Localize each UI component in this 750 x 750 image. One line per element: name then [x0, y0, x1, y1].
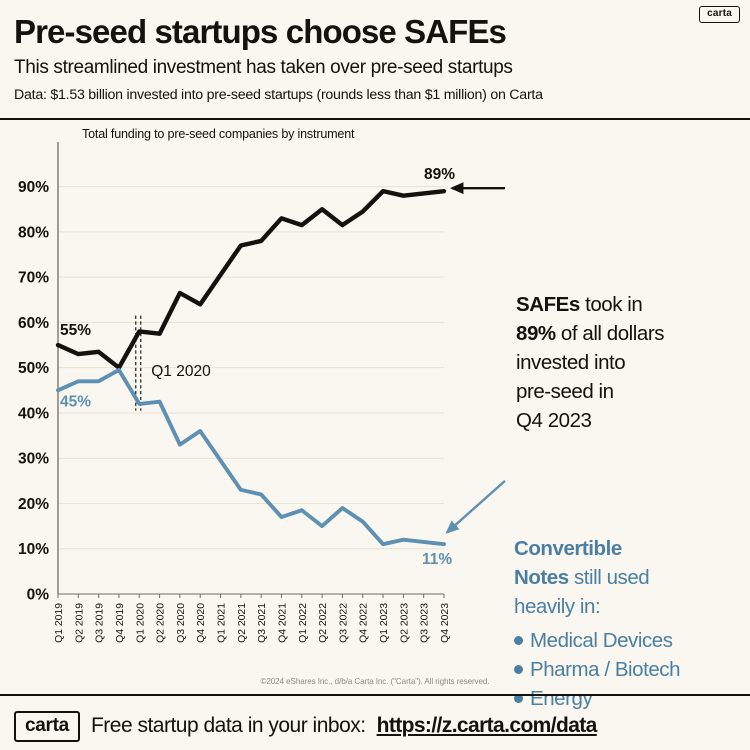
bullet-dot-icon — [514, 693, 523, 703]
footer: carta Free startup data in your inbox: h… — [0, 702, 750, 750]
annotation-notes-bold2: Notes — [514, 566, 569, 589]
y-axis-tick-label: 70% — [18, 270, 49, 287]
footer-divider — [0, 694, 750, 697]
bullet-dot-icon — [514, 636, 523, 646]
annotation-notes-bold1: Convertible — [514, 536, 622, 560]
bullet-dot-icon — [514, 664, 523, 674]
y-axis-tick-label: 40% — [18, 405, 49, 422]
data-source-note: Data: $1.53 billion invested into pre-se… — [14, 87, 543, 104]
x-axis-tick-label: Q1 2023 — [379, 603, 390, 643]
leader-arrow-convertible-notes — [445, 479, 506, 534]
series-line-convertible-notes — [56, 367, 446, 547]
annotation-safes-bold1: SAFEs — [516, 292, 580, 316]
annotation-safes-rest2: of all dollars — [555, 322, 665, 345]
y-axis-tick-label: 0% — [27, 586, 50, 603]
bullet-label: Energy — [530, 686, 593, 710]
line-chart: 0% 10% 20% 30% 40% 50% 60% 70% 80% 90% Q1 2019 Q2 2… — [18, 141, 506, 643]
annotation-convertible-notes: Convertible Notes still used heavily in:… — [514, 534, 746, 713]
footer-carta-logo: carta — [14, 710, 80, 742]
x-axis-tick-label: Q1 2020 — [135, 603, 146, 643]
annotation-safes-line4: pre-seed in — [516, 380, 614, 404]
y-axis-tick-label: 50% — [18, 360, 49, 377]
x-axis-tick-label: Q3 2022 — [338, 603, 349, 643]
x-axis-tick-label: Q2 2019 — [74, 603, 85, 643]
annotation-safes-rest1: took in — [579, 292, 643, 316]
x-axis-tick-label: Q3 2020 — [176, 603, 187, 643]
callout-safes-start: 55% — [60, 322, 91, 339]
annotation-notes-line3: heavily in: — [514, 595, 601, 619]
page-title: Pre-seed startups choose SAFEs — [14, 13, 507, 50]
x-axis-tick-label: Q3 2021 — [257, 603, 268, 643]
chart-title: Total funding to pre-seed companies by i… — [82, 126, 355, 141]
y-axis-tick-label: 10% — [18, 541, 49, 558]
x-axis-tick-label: Q3 2019 — [95, 603, 106, 643]
series-line-safes — [55, 188, 447, 370]
chart-container: Total funding to pre-seed companies by i… — [0, 120, 750, 710]
x-axis-tick-label: Q4 2023 — [440, 603, 451, 643]
footer-cta-text: Free startup data in your inbox: — [90, 714, 366, 737]
y-axis-tick-label: 90% — [18, 179, 49, 196]
callout-notes-start: 45% — [60, 393, 91, 410]
header-divider — [0, 117, 750, 120]
copyright-text: ©2024 eShares Inc., d/b/a Carta Inc. ("C… — [260, 677, 490, 686]
annotation-notes-rest2: still used — [568, 566, 650, 589]
y-axis-tick-label: 80% — [18, 224, 49, 241]
list-item: Pharma / Biotech — [514, 656, 746, 685]
x-axis-tick-label: Q3 2023 — [420, 603, 431, 643]
y-axis-tick-label: 30% — [18, 451, 49, 468]
y-axis-tick-label: 20% — [18, 496, 49, 513]
x-axis-tick-label: Q2 2022 — [318, 603, 329, 643]
bullet-label: Pharma / Biotech — [530, 657, 681, 681]
x-axis-tick-label: Q1 2021 — [217, 603, 228, 643]
annotation-safes-line5: Q4 2023 — [516, 409, 592, 433]
header: carta Pre-seed startups choose SAFEs Thi… — [0, 0, 750, 118]
carta-logo-badge: carta — [699, 6, 740, 23]
x-axis-tick-label: Q2 2023 — [399, 603, 410, 643]
x-axis-tick-label: Q2 2021 — [237, 603, 248, 643]
x-axis-tick-label: Q4 2019 — [115, 603, 126, 643]
list-item: Medical Devices — [514, 627, 746, 656]
x-axis-tick-label: Q2 2020 — [156, 603, 167, 643]
x-axis-tick-label: Q4 2021 — [277, 603, 288, 643]
marker-label: Q1 2020 — [151, 363, 211, 380]
annotation-notes-bullet-list: Medical Devices Pharma / Biotech Energy — [514, 627, 746, 713]
x-axis-tick-label: Q1 2019 — [54, 603, 65, 643]
bullet-label: Medical Devices — [530, 629, 673, 653]
callout-safes-end: 89% — [424, 166, 455, 183]
callout-notes-end: 11% — [422, 551, 452, 568]
x-axis-tick-label: Q4 2020 — [196, 603, 207, 643]
page-subtitle: This streamlined investment has taken ov… — [14, 56, 513, 78]
x-axis-tick-label: Q4 2022 — [359, 603, 370, 643]
annotation-safes-bold2: 89% — [516, 322, 556, 345]
annotation-safes-line3: invested into — [516, 351, 626, 375]
list-item: Energy — [514, 685, 746, 714]
x-axis-tick-label: Q1 2022 — [298, 603, 309, 643]
footer-link[interactable]: https://z.carta.com/data — [376, 714, 598, 737]
y-axis-tick-label: 60% — [18, 315, 49, 332]
annotation-safes: SAFEs took in 89% of all dollars investe… — [516, 290, 744, 436]
